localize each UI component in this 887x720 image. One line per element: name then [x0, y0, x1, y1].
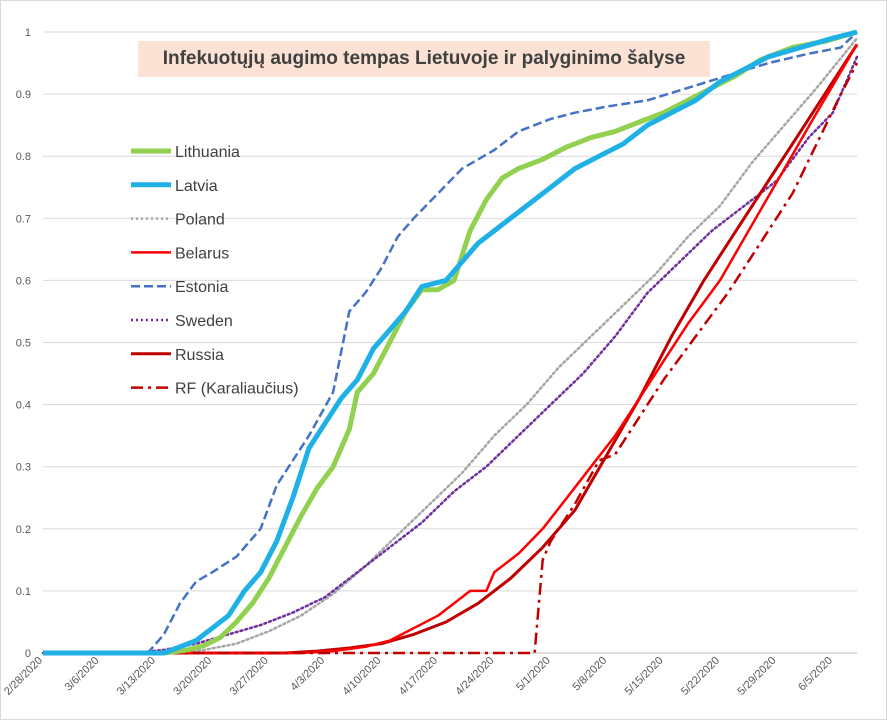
x-tick-label: 3/20/2020 — [171, 655, 214, 698]
series-lines — [41, 29, 859, 656]
y-tick-label: 0.1 — [16, 586, 31, 598]
x-tick-label: 5/15/2020 — [623, 655, 666, 698]
x-tick-label: 2/28/2020 — [2, 655, 45, 698]
x-tick-label: 5/8/2020 — [571, 655, 610, 694]
x-tick-label: 4/3/2020 — [288, 655, 327, 694]
legend-label: RF (Karaliaučius) — [175, 381, 299, 398]
x-tick-label: 4/17/2020 — [397, 655, 440, 698]
x-tick-label: 5/1/2020 — [514, 655, 553, 694]
gridlines — [43, 31, 857, 592]
x-tick-label: 3/13/2020 — [115, 655, 158, 698]
legend: Lithuania Latvia Poland Belarus Estonia Swede… — [131, 144, 299, 398]
y-tick-label: 0.2 — [16, 524, 31, 536]
x-tick-label: 3/27/2020 — [228, 655, 271, 698]
series-line-latvia — [43, 29, 858, 656]
legend-label: Russia — [175, 347, 224, 364]
y-tick-label: 0.9 — [16, 89, 31, 101]
chart-title-background — [138, 41, 710, 77]
chart-title: Infekuotųjų augimo tempas Lietuvoje ir p… — [162, 48, 686, 69]
legend-label: Poland — [175, 212, 225, 229]
y-tick-label: 0.7 — [16, 213, 31, 225]
legend-label: Latvia — [175, 178, 218, 195]
y-tick-label: 0.6 — [16, 275, 31, 287]
y-axis-ticks: 0 0.1 0.2 0.3 0.4 0.5 0.6 0.7 0.8 0.9 1 — [16, 27, 31, 660]
series-line-sweden — [41, 55, 859, 655]
y-tick-label: 1 — [25, 27, 31, 39]
series-line-belarus — [43, 43, 859, 655]
legend-label: Belarus — [175, 245, 229, 262]
series-line-russia — [43, 43, 859, 655]
y-tick-label: 0.3 — [16, 462, 31, 474]
y-tick-label: 0 — [25, 648, 31, 660]
x-tick-label: 6/5/2020 — [796, 655, 835, 694]
x-tick-label: 4/24/2020 — [453, 655, 496, 698]
y-tick-label: 0.5 — [16, 338, 31, 350]
legend-label: Sweden — [175, 313, 233, 330]
legend-label: Lithuania — [175, 144, 240, 161]
legend-label: Estonia — [175, 279, 228, 296]
x-tick-label: 5/22/2020 — [679, 655, 722, 698]
series-line-lithuania — [43, 29, 858, 656]
series-line-rf-karaliau-ius — [43, 62, 859, 655]
x-axis: 2/28/2020 3/6/2020 3/13/2020 3/20/2020 3/27/… — [2, 652, 857, 698]
y-tick-label: 0.8 — [16, 151, 31, 163]
series-line-poland — [41, 36, 859, 655]
x-tick-label: 5/29/2020 — [735, 655, 778, 698]
x-tick-label: 3/6/2020 — [63, 655, 102, 694]
series-line-estonia — [43, 31, 858, 655]
y-tick-label: 0.4 — [16, 400, 31, 412]
x-tick-label: 4/10/2020 — [341, 655, 384, 698]
